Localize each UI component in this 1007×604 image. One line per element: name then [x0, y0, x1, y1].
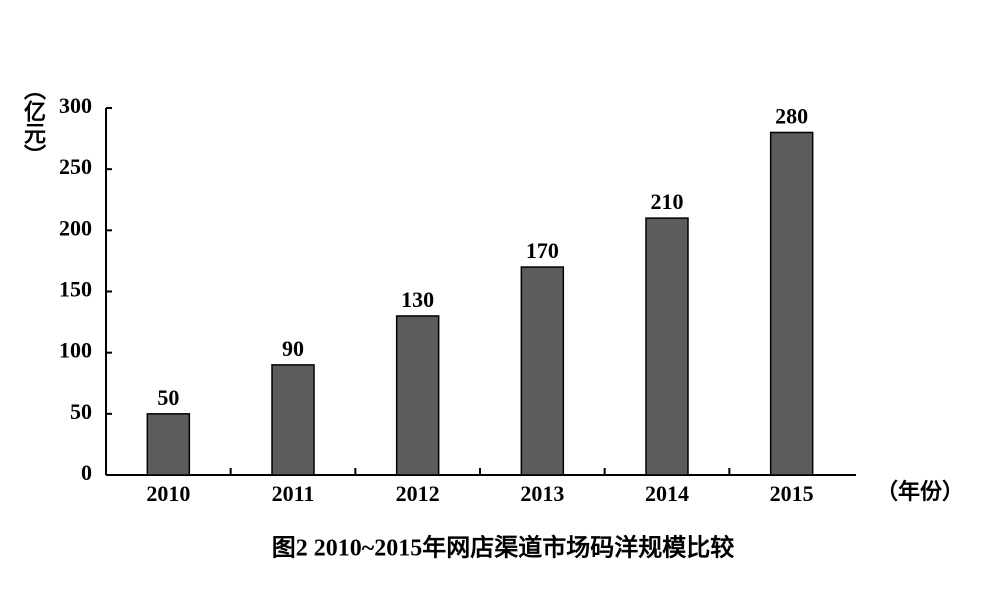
y-axis-label: （亿元）	[21, 78, 46, 166]
y-tick-label: 250	[59, 154, 92, 179]
x-tick-label: 2013	[520, 481, 564, 506]
x-axis-label: （年份）	[876, 479, 964, 504]
data-label: 50	[157, 385, 179, 410]
x-tick-label: 2012	[396, 481, 440, 506]
x-tick-label: 2015	[770, 481, 814, 506]
y-tick-label: 0	[81, 460, 92, 485]
bar	[645, 217, 689, 476]
x-tick-label: 2010	[146, 481, 190, 506]
chart-title: 图2 2010~2015年网店渠道市场码洋规模比较	[272, 534, 734, 562]
bar	[769, 131, 814, 476]
y-tick-label: 300	[59, 93, 92, 118]
y-tick-label: 50	[70, 399, 92, 424]
bar	[395, 315, 440, 476]
x-tick-label: 2014	[645, 481, 689, 506]
y-tick-label: 150	[59, 277, 92, 302]
data-label: 130	[401, 287, 434, 312]
bar	[271, 364, 315, 476]
data-label: 280	[775, 104, 808, 129]
bar	[520, 266, 565, 476]
bar	[146, 413, 191, 476]
data-label: 90	[282, 336, 304, 361]
data-label: 210	[651, 189, 684, 214]
y-tick-label: 100	[59, 338, 92, 363]
data-label: 170	[526, 238, 559, 263]
y-tick-label: 200	[59, 215, 92, 240]
x-tick-label: 2011	[272, 481, 315, 506]
